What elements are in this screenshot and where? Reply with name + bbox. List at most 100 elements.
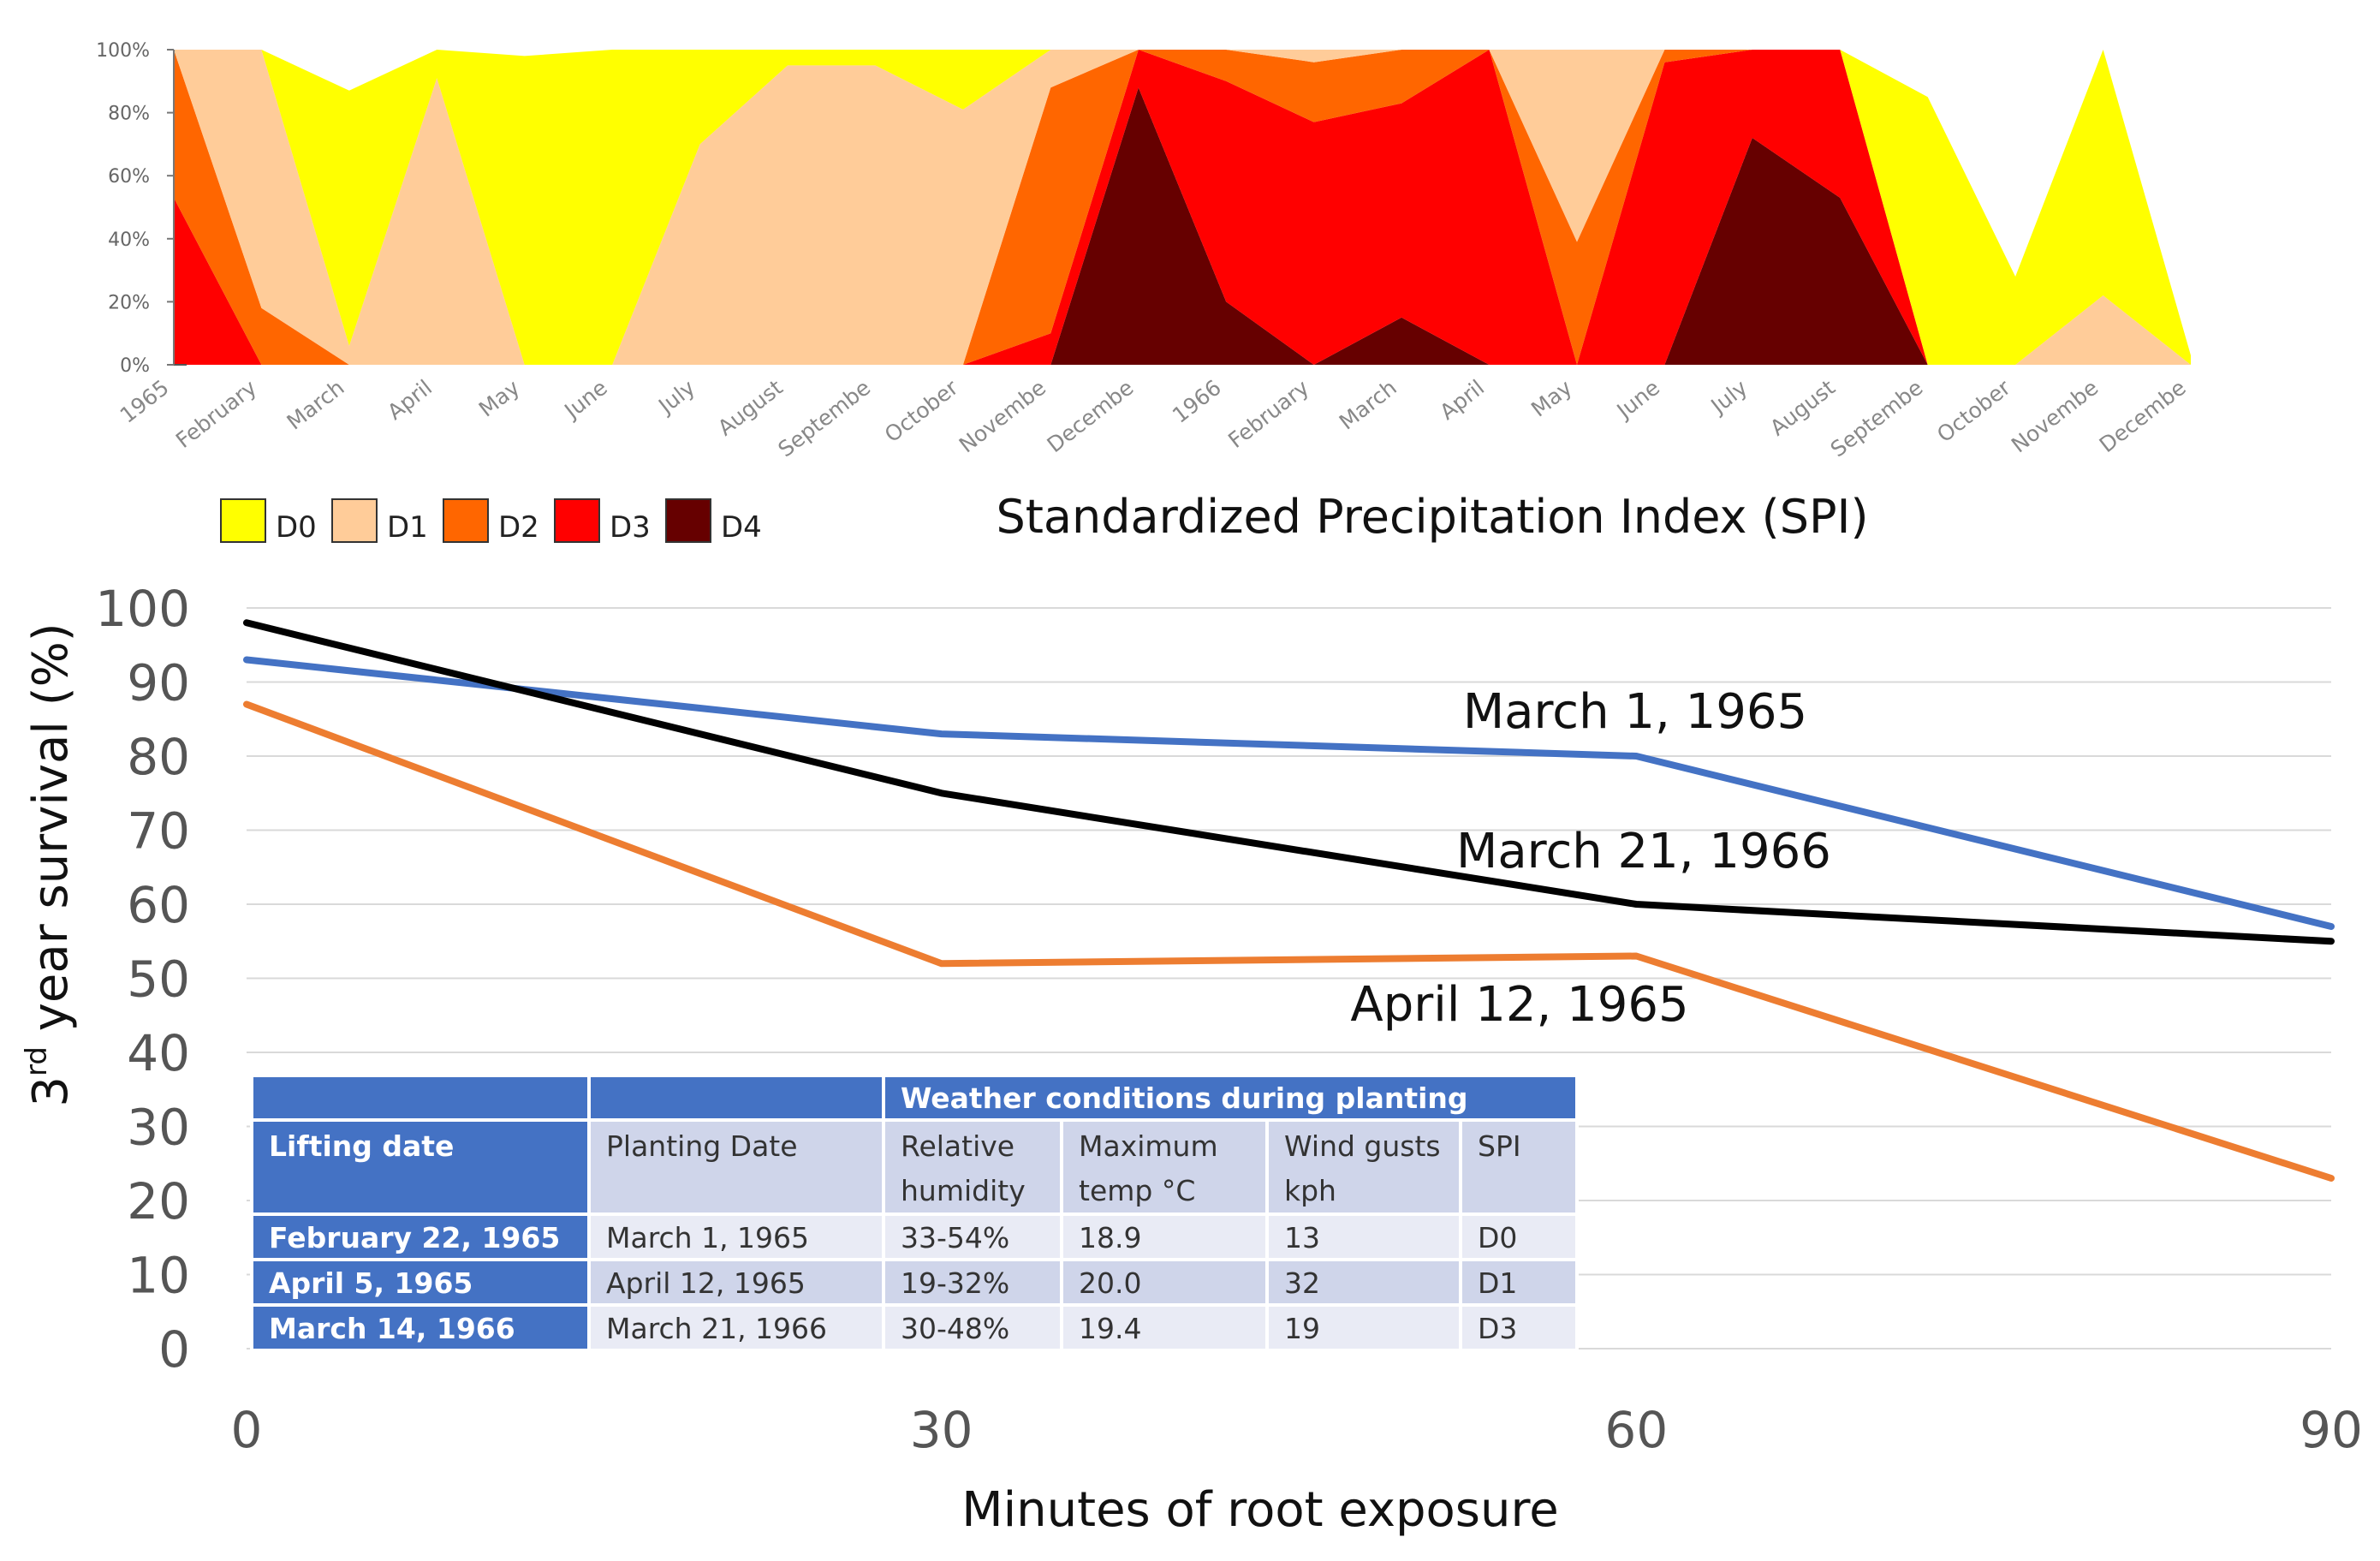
table-cell — [252, 1260, 589, 1305]
spi-x-tick-label: July — [652, 375, 699, 420]
table-cell-text: 13 — [1284, 1221, 1320, 1254]
y-tick-label: 90 — [127, 654, 190, 712]
y-tick-label: 70 — [127, 802, 190, 861]
series-label: March 1, 1965 — [1463, 684, 1807, 740]
data-point — [244, 657, 249, 663]
spi-legend-label: D1 — [387, 510, 428, 545]
table-cell-text: 32 — [1284, 1266, 1320, 1300]
table-cell — [884, 1075, 1577, 1120]
y-tick-label: 0 — [158, 1320, 190, 1379]
y-tick-label: 80 — [127, 728, 190, 786]
spi-legend-label: D0 — [276, 510, 317, 545]
x-axis-title: Minutes of root exposure — [961, 1482, 1558, 1538]
y-tick-label: 50 — [127, 950, 190, 1009]
spi-x-tick-label: 1965 — [116, 375, 174, 428]
table-cell — [1062, 1305, 1267, 1350]
weather-table: Weather conditions during planting Liftin… — [250, 1074, 1579, 1352]
table-cell — [1267, 1214, 1461, 1260]
y-axis-title-part: year survival (%) — [23, 623, 79, 1046]
table-cell-text: April 12, 1965 — [606, 1266, 806, 1300]
spi-x-tick-label: March — [1335, 375, 1401, 435]
spi-legend-swatch-d3 — [554, 498, 600, 543]
table-header-label: Relative — [901, 1129, 1014, 1163]
data-point — [244, 701, 249, 707]
table-cell — [1062, 1260, 1267, 1305]
table-header-label: Planting Date — [606, 1129, 798, 1163]
spi-x-tick-label: August — [1765, 375, 1840, 441]
table-header-cell — [884, 1120, 1062, 1214]
table-header-label: SPI — [1478, 1129, 1521, 1163]
table-cell — [1267, 1260, 1461, 1305]
spi-x-tick-label: February — [1223, 375, 1313, 453]
spi-x-tick-label: June — [559, 375, 612, 425]
spi-chart-title: Standardized Precipitation Index (SPI) — [996, 490, 1868, 544]
series-label: April 12, 1965 — [1350, 977, 1688, 1033]
spi-area-d1 — [174, 50, 2191, 365]
spi-x-tick-label: October — [1932, 374, 2015, 447]
y-axis-title-part: 3 — [23, 1076, 79, 1107]
x-tick-label: 60 — [1604, 1401, 1668, 1459]
spi-y-tick-label: 20% — [108, 292, 150, 313]
y-axis-title: 3rd year survival (%) — [20, 623, 79, 1106]
spi-area-d3 — [174, 50, 2191, 365]
spi-legend-label: D2 — [498, 510, 539, 545]
table-cell-text: 19.4 — [1079, 1312, 1141, 1345]
y-tick-label: 20 — [127, 1172, 190, 1230]
data-point — [938, 961, 944, 967]
table-cell — [589, 1214, 884, 1260]
table-cell — [589, 1260, 884, 1305]
table-cell — [589, 1305, 884, 1350]
table-header-label: Wind gusts — [1284, 1129, 1441, 1163]
spi-y-tick-label: 0% — [120, 355, 150, 377]
table-cell — [252, 1075, 589, 1120]
spi-area-d0 — [174, 50, 2191, 365]
series-line — [243, 619, 2335, 945]
table-cell-text: March 1, 1965 — [606, 1221, 809, 1254]
table-cell-text: 20.0 — [1079, 1266, 1141, 1300]
data-point — [244, 620, 249, 626]
survival-line-chart: 0 10 20 30 40 50 60 70 80 90 100 0 30 60 90 Minutes of … — [20, 580, 2363, 1538]
spi-x-tick-label: 1966 — [1168, 375, 1226, 428]
series-line — [243, 656, 2335, 930]
data-point — [1633, 953, 1639, 959]
y-tick-label: 100 — [95, 580, 190, 638]
spi-y-tick-label: 60% — [108, 166, 150, 188]
spi-x-tick-label: May — [1526, 375, 1577, 422]
spi-x-tick-label: February — [171, 375, 261, 453]
table-cell-text: 19-32% — [901, 1266, 1009, 1300]
table-cell-text: 30-48% — [901, 1312, 1009, 1345]
table-header-label: Lifting date — [269, 1129, 454, 1163]
spi-x-tick-label: Decembe — [2095, 375, 2191, 457]
y-tick-label: 30 — [127, 1099, 190, 1157]
table-cell-text: D0 — [1478, 1221, 1517, 1254]
table-cell-text: 33-54% — [901, 1221, 1009, 1254]
spi-x-tick-label: Novembe — [2007, 375, 2103, 458]
y-tick-label: 60 — [127, 876, 190, 934]
spi-y-tick-label: 40% — [108, 229, 150, 251]
table-cell-text: April 5, 1965 — [269, 1266, 473, 1300]
table-cell-text: D1 — [1478, 1266, 1517, 1300]
x-tick-label: 90 — [2300, 1401, 2363, 1459]
spi-legend-swatch-d0 — [220, 498, 266, 543]
spi-x-tick-label: April — [383, 375, 437, 425]
data-point — [2329, 938, 2334, 944]
table-cell-text: 19 — [1284, 1312, 1320, 1345]
spi-legend-swatch-d2 — [443, 498, 489, 543]
spi-y-tick-label: 100% — [96, 40, 150, 62]
x-tick-label: 30 — [910, 1401, 973, 1459]
spi-x-tick-label: July — [1705, 375, 1752, 420]
data-point — [938, 790, 944, 796]
table-header-label: temp °C — [1079, 1174, 1195, 1207]
table-cell — [589, 1075, 884, 1120]
table-header-cell — [1267, 1120, 1461, 1214]
table-cell — [252, 1214, 589, 1260]
table-group-header: Weather conditions during planting — [901, 1081, 1468, 1115]
spi-area-d4 — [174, 87, 2191, 365]
table-cell — [884, 1305, 1062, 1350]
table-header-label: kph — [1284, 1174, 1336, 1207]
spi-legend-swatch-d1 — [331, 498, 378, 543]
table-cell — [884, 1214, 1062, 1260]
table-cell — [884, 1260, 1062, 1305]
